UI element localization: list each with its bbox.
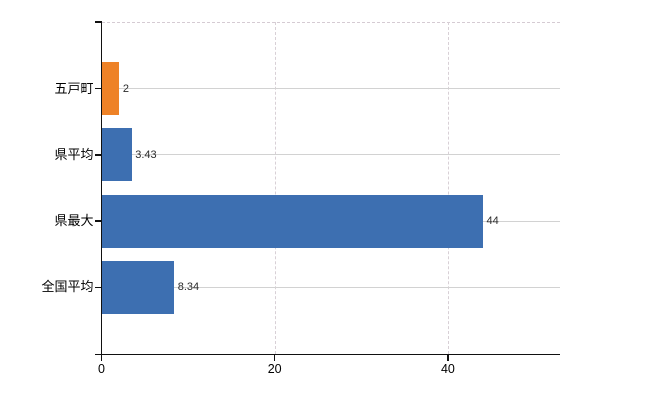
bar-県平均 <box>102 128 132 182</box>
x-tick-label: 20 <box>267 362 282 376</box>
bar-県最大 <box>102 194 484 248</box>
bar-全国平均 <box>102 260 175 314</box>
bar-value-label: 3.43 <box>135 148 157 161</box>
category-gridline <box>101 154 560 156</box>
y-axis-tick <box>94 87 102 90</box>
bar-value-label: 8.34 <box>177 281 200 294</box>
x-axis-line <box>94 353 560 355</box>
y-axis-tick <box>94 220 102 222</box>
x-axis-tick <box>273 354 276 361</box>
y-axis-tick <box>94 21 102 23</box>
x-tick-label: 0 <box>98 362 105 376</box>
x-gridline <box>274 22 276 354</box>
bar-五戸町 <box>102 62 120 116</box>
x-axis-tick <box>447 354 449 361</box>
category-label: 五戸町 <box>54 80 94 96</box>
category-label: 全国平均 <box>41 279 94 295</box>
y-axis-tick <box>94 286 102 289</box>
x-axis-tick <box>100 354 103 361</box>
bar-value-label: 2 <box>122 82 129 95</box>
x-tick-label: 40 <box>440 362 455 376</box>
category-gridline <box>101 88 560 90</box>
y-axis-line <box>100 22 102 355</box>
category-label: 県平均 <box>54 146 94 162</box>
y-axis-tick <box>94 154 102 156</box>
category-gridline <box>101 286 560 288</box>
category-label: 県最大 <box>54 213 94 229</box>
bar-value-label: 44 <box>486 215 499 228</box>
plot-top-border <box>101 22 560 23</box>
x-gridline <box>447 22 449 354</box>
